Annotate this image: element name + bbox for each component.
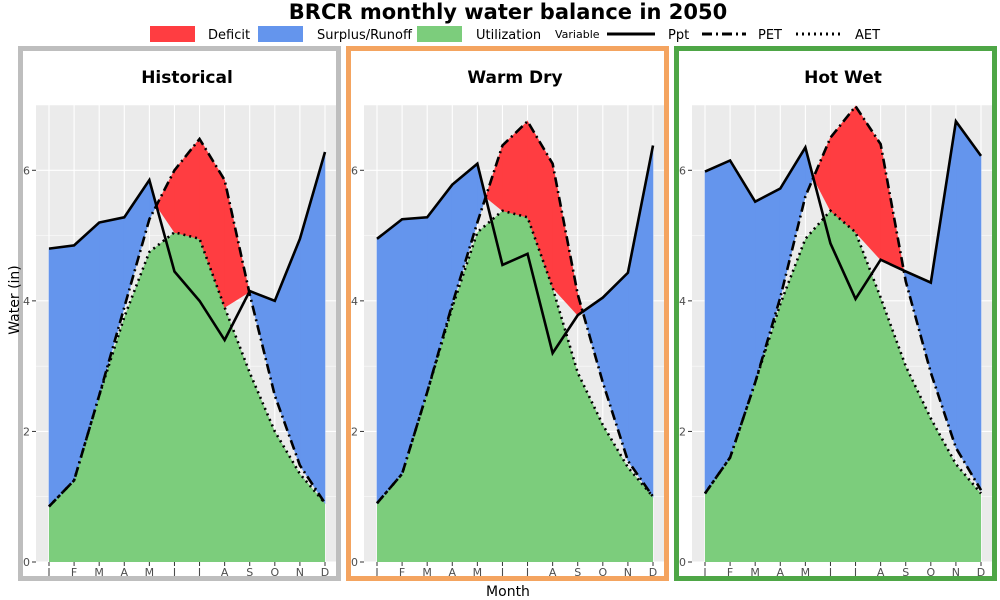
x-tick-label: O xyxy=(270,566,279,579)
y-tick-label: 2 xyxy=(679,425,686,438)
x-tick-label: J xyxy=(853,566,857,579)
y-tick-label: 4 xyxy=(351,295,358,308)
x-tick-label: M xyxy=(750,566,760,579)
legend-swatch-surplus-runoff xyxy=(258,26,303,42)
legend-label: Utilization xyxy=(476,28,541,43)
x-tick-label: D xyxy=(649,566,657,579)
legend-label: Deficit xyxy=(208,28,250,43)
line-pet xyxy=(703,104,983,495)
x-tick-label: O xyxy=(598,566,607,579)
y-tick-label: 0 xyxy=(23,556,30,569)
x-tick-label: F xyxy=(727,566,733,579)
x-tick-label: N xyxy=(624,566,632,579)
panel-title: Warm Dry xyxy=(467,68,562,88)
line-ppt xyxy=(48,151,327,343)
chart-title: BRCR monthly water balance in 2050 xyxy=(289,0,727,24)
x-tick-label: N xyxy=(296,566,304,579)
x-tick-label: F xyxy=(71,566,77,579)
area-utilization xyxy=(49,232,325,563)
x-tick-label: S xyxy=(246,566,253,579)
legend-variable-title: Variable xyxy=(555,28,600,41)
x-tick-label: A xyxy=(877,566,885,579)
y-tick-label: 0 xyxy=(679,556,686,569)
y-tick-label: 0 xyxy=(351,556,358,569)
panel-border xyxy=(18,46,341,581)
panel-border xyxy=(346,46,669,581)
area-utilization xyxy=(377,210,653,562)
x-tick-label: M xyxy=(94,566,104,579)
x-tick-label: J xyxy=(197,566,201,579)
line-ppt xyxy=(704,118,983,302)
y-tick-label: 6 xyxy=(23,164,30,177)
area-surplus xyxy=(376,218,403,505)
y-axis-title: Water (in) xyxy=(7,265,23,335)
y-tick-label: 2 xyxy=(351,425,358,438)
panel-title: Hot Wet xyxy=(804,68,882,88)
panel-warm-dry: 0 2 4 6 J F M A M J J A S O N D Warm Dry xyxy=(346,46,669,581)
line-pet xyxy=(376,119,655,505)
line-ppt xyxy=(376,145,655,357)
line-pet xyxy=(48,136,327,508)
x-tick-label: J xyxy=(46,566,50,579)
panel-title: Historical xyxy=(141,68,233,88)
x-tick-label: N xyxy=(952,566,960,579)
area-surplus xyxy=(48,245,75,508)
legend-label: Surplus/Runoff xyxy=(317,28,413,43)
panel-hot-wet: 0 2 4 6 J F M A M J J A S O N D Hot Wet xyxy=(674,46,997,581)
x-tick-label: D xyxy=(321,566,329,579)
x-tick-label: J xyxy=(828,566,832,579)
x-tick-label: A xyxy=(121,566,129,579)
legend: Deficit Surplus/Runoff Utilization Variable… xyxy=(150,26,880,43)
legend-label: Ppt xyxy=(668,28,689,43)
area-utilization xyxy=(705,210,981,562)
x-tick-label: A xyxy=(549,566,557,579)
x-tick-label: J xyxy=(525,566,529,579)
x-tick-label: M xyxy=(801,566,811,579)
panel-border xyxy=(674,46,997,581)
y-tick-label: 6 xyxy=(679,164,686,177)
legend-label: PET xyxy=(758,28,782,43)
x-tick-label: M xyxy=(422,566,432,579)
legend-swatch-deficit xyxy=(150,26,195,42)
x-tick-label: M xyxy=(145,566,155,579)
x-tick-label: J xyxy=(374,566,378,579)
legend-swatch-utilization xyxy=(417,26,462,42)
x-tick-label: J xyxy=(172,566,176,579)
x-tick-label: D xyxy=(977,566,985,579)
x-tick-label: O xyxy=(926,566,935,579)
x-tick-label: S xyxy=(574,566,581,579)
x-tick-label: S xyxy=(902,566,909,579)
x-tick-label: J xyxy=(500,566,504,579)
legend-label: AET xyxy=(855,28,880,43)
y-tick-label: 6 xyxy=(351,164,358,177)
y-tick-label: 2 xyxy=(23,425,30,438)
x-tick-label: M xyxy=(473,566,483,579)
x-tick-label: A xyxy=(221,566,229,579)
x-tick-label: J xyxy=(702,566,706,579)
x-tick-label: A xyxy=(449,566,457,579)
y-tick-label: 4 xyxy=(679,295,686,308)
area-surplus xyxy=(955,120,982,492)
panel-historical: 0 2 4 6 J F M A M J J A S O N D Historical xyxy=(18,46,341,581)
x-axis-title: Month xyxy=(486,584,530,600)
x-tick-label: A xyxy=(777,566,785,579)
area-surplus xyxy=(704,160,731,495)
y-tick-label: 4 xyxy=(23,295,30,308)
x-tick-label: F xyxy=(399,566,405,579)
panels: 0 2 4 6 J F M A M J J A S O N D Historical 0 2 4 6 J F M A M J J A S O… xyxy=(18,46,997,581)
